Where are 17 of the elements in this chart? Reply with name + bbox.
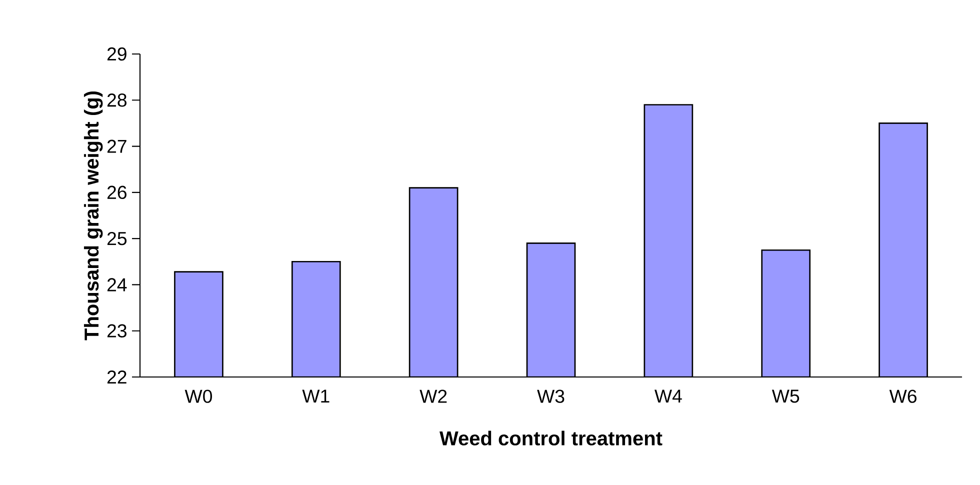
y-tick-label: 25: [107, 232, 127, 246]
y-tick-label: 28: [107, 94, 126, 107]
x-tick-label: W6: [889, 390, 916, 403]
y-axis-title: Thousand grain weight (g): [84, 91, 103, 340]
y-tick-label: 27: [107, 140, 126, 153]
y-tick-label: 23: [107, 324, 126, 338]
y-tick-label: 22: [107, 370, 126, 384]
x-tick-label: W5: [772, 390, 800, 403]
y-tick-label: 24: [107, 278, 127, 292]
y-tick-label: 26: [107, 186, 126, 200]
x-tick-label: W1: [302, 390, 330, 403]
x-tick-label: W3: [537, 390, 564, 403]
x-tick-label: W0: [184, 390, 212, 403]
x-tick-label: W2: [420, 390, 447, 403]
x-axis-title: Weed control treatment: [440, 430, 662, 446]
y-tick-label: 29: [107, 47, 126, 61]
x-tick-label: W4: [654, 390, 682, 403]
